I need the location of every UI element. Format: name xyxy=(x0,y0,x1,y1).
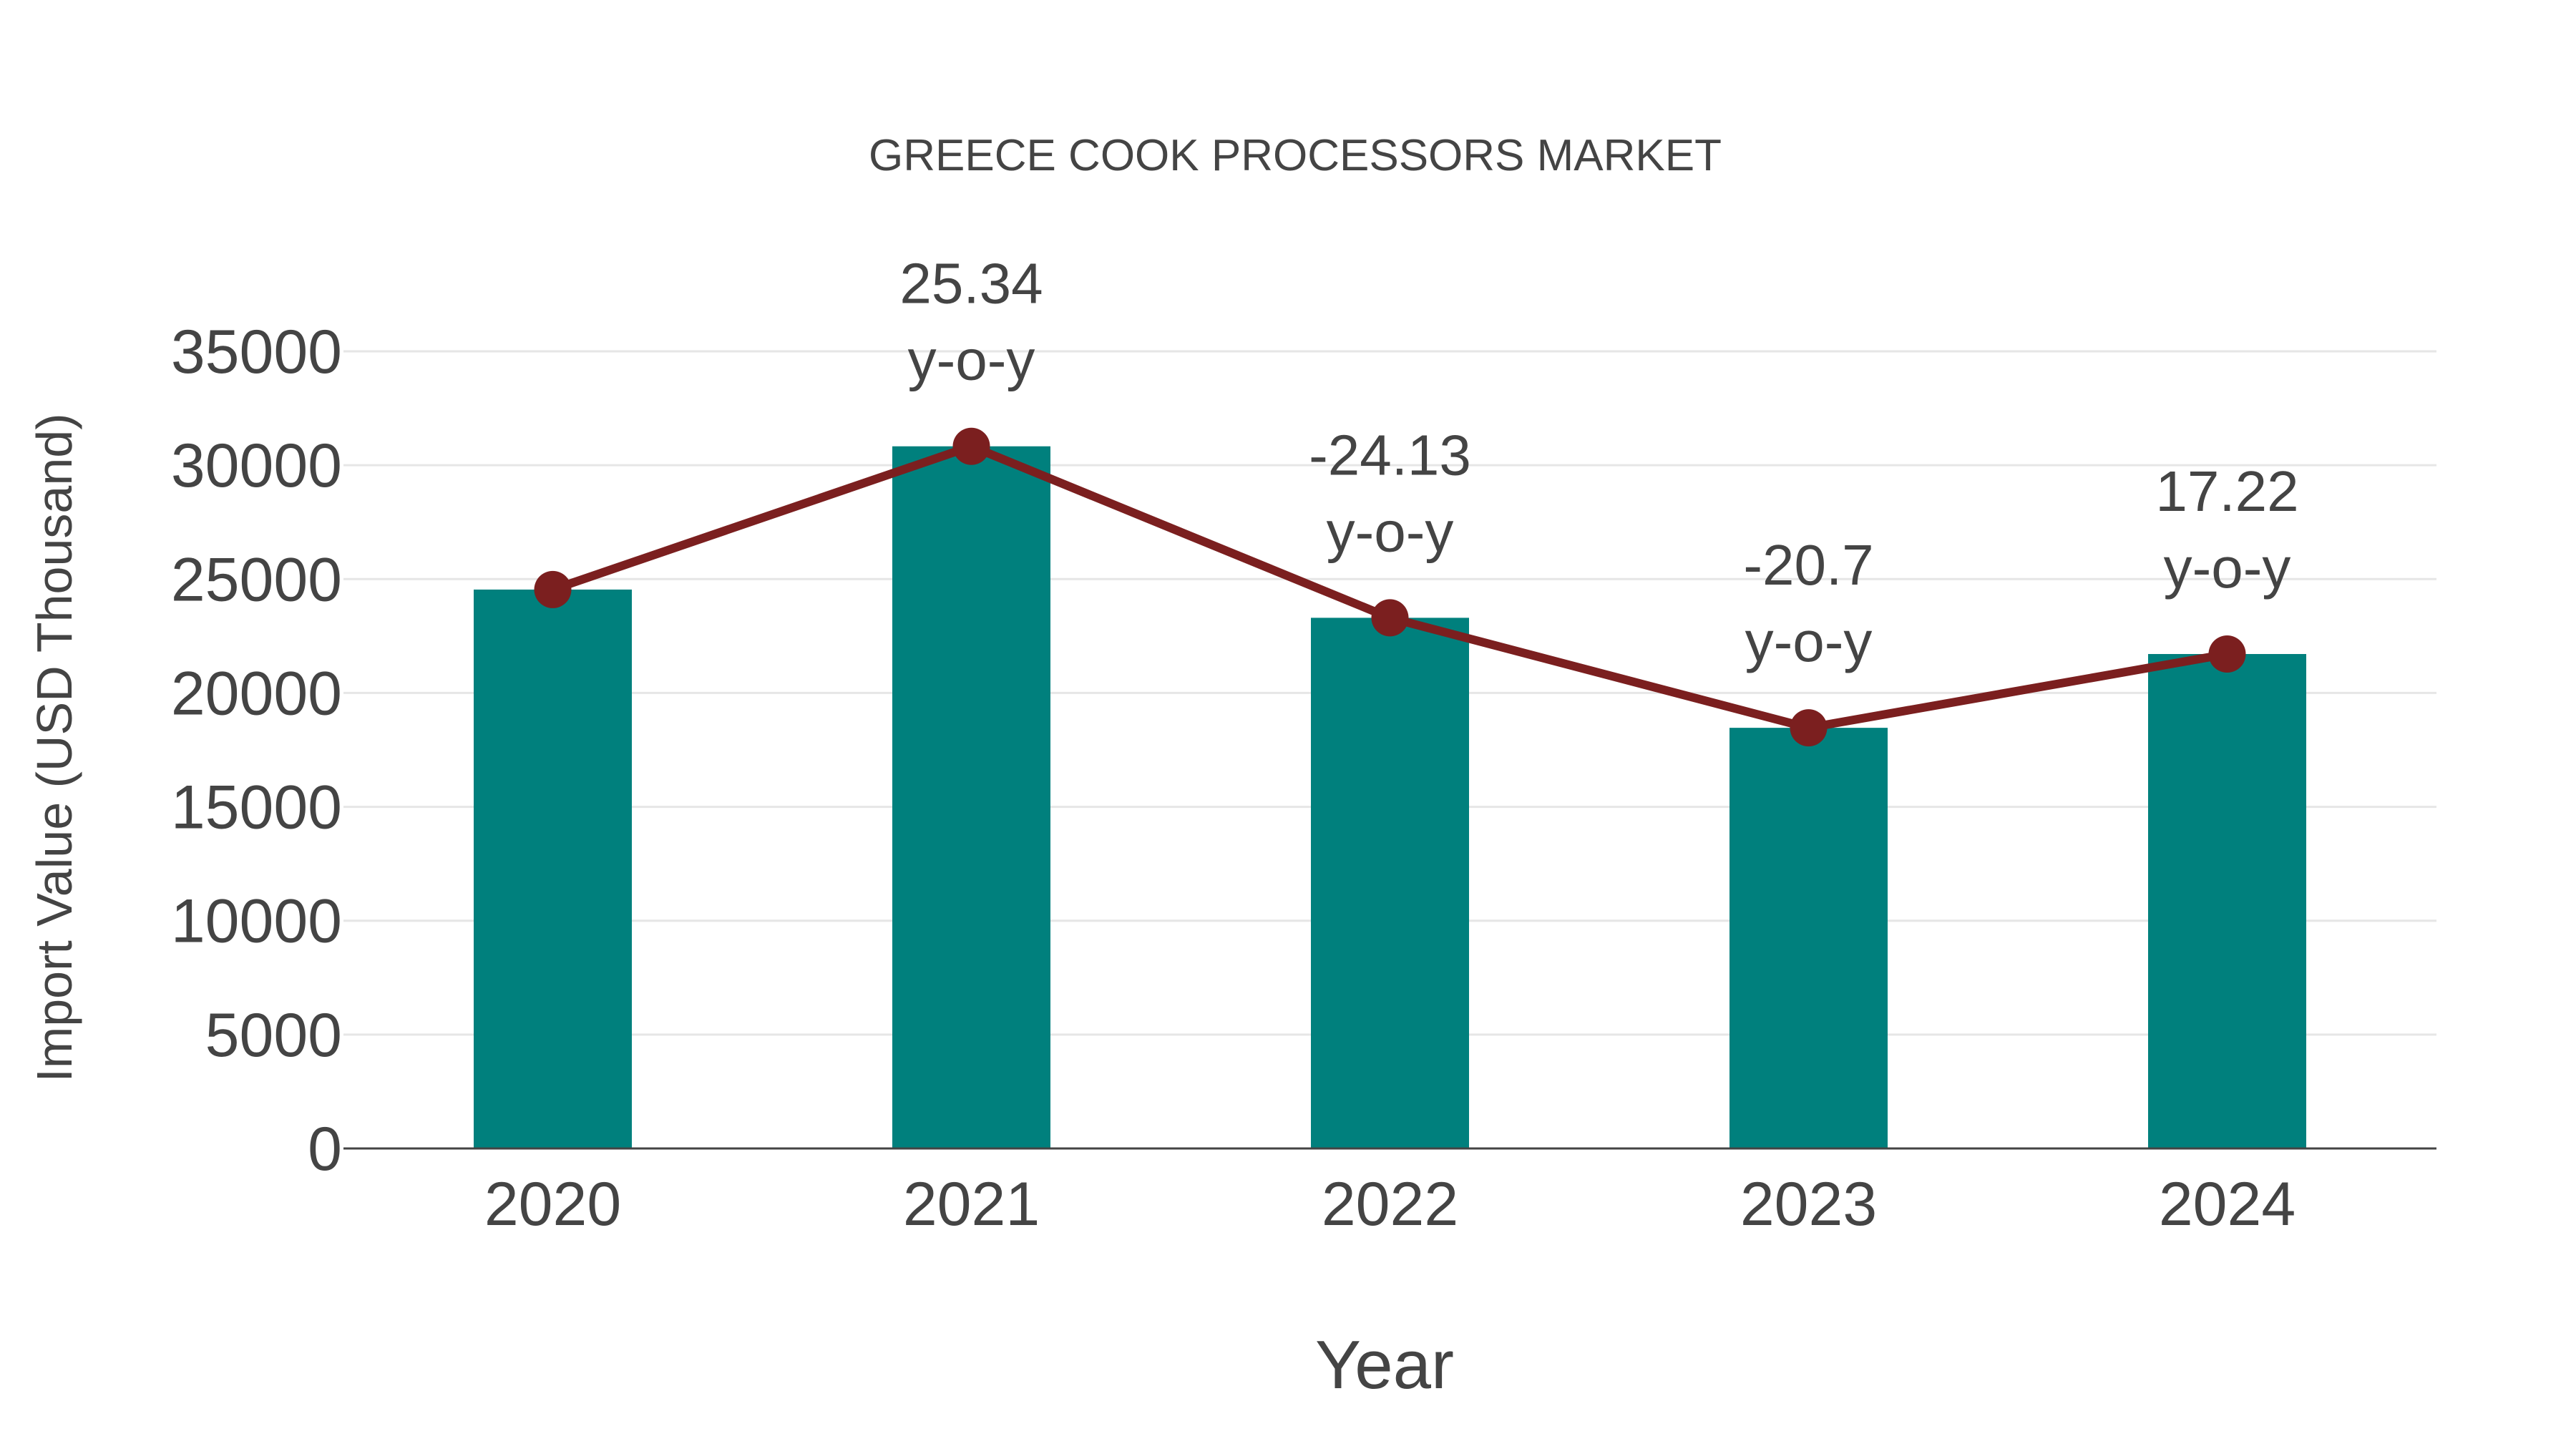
bar xyxy=(1729,728,1888,1148)
y-tick-label: 10000 xyxy=(171,887,342,956)
y-tick-label: 15000 xyxy=(171,774,342,842)
x-tick-label: 2024 xyxy=(2159,1170,2296,1239)
line-marker xyxy=(952,427,990,465)
yoy-suffix: y-o-y xyxy=(2164,536,2291,600)
line-marker xyxy=(1790,709,1828,747)
y-tick-label: 30000 xyxy=(171,431,342,500)
y-axis-ticks: 0 5000 10000 15000 20000 25000 30000 35000 xyxy=(171,318,342,1184)
line-marker xyxy=(1371,599,1409,637)
trend-line xyxy=(534,427,2246,747)
y-tick-label: 20000 xyxy=(171,659,342,728)
yoy-value: -24.13 xyxy=(1309,423,1471,487)
x-tick-label: 2022 xyxy=(1322,1170,1458,1239)
yoy-suffix: y-o-y xyxy=(908,328,1035,392)
y-tick-label: 5000 xyxy=(205,1001,342,1070)
yoy-value: 25.34 xyxy=(899,252,1043,316)
line-marker xyxy=(2208,635,2246,673)
y-axis-title: Import Value (USD Thousand) xyxy=(26,413,82,1082)
yoy-suffix: y-o-y xyxy=(1327,499,1454,563)
chart-title: GREECE COOK PROCESSORS MARKET xyxy=(869,131,1722,180)
x-axis-title: Year xyxy=(1315,1327,1454,1403)
x-axis-ticks: 2020 2021 2022 2023 2024 xyxy=(484,1170,2296,1239)
x-tick-label: 2020 xyxy=(484,1170,621,1239)
x-tick-label: 2023 xyxy=(1740,1170,1877,1239)
yoy-value: 17.22 xyxy=(2155,459,2298,523)
bar xyxy=(892,446,1050,1148)
bar xyxy=(2148,654,2306,1148)
y-tick-label: 35000 xyxy=(171,318,342,386)
y-tick-label: 0 xyxy=(308,1115,342,1184)
x-tick-label: 2021 xyxy=(903,1170,1040,1239)
y-tick-label: 25000 xyxy=(171,545,342,614)
bar xyxy=(474,589,632,1148)
bar xyxy=(1311,618,1469,1148)
line-marker xyxy=(534,570,572,608)
yoy-value: -20.7 xyxy=(1743,533,1873,597)
bars xyxy=(474,446,2306,1148)
yoy-suffix: y-o-y xyxy=(1745,610,1873,673)
yoy-annotations: 25.34 y-o-y -24.13 y-o-y -20.7 y-o-y 17.22 y-o-… xyxy=(899,252,2298,673)
